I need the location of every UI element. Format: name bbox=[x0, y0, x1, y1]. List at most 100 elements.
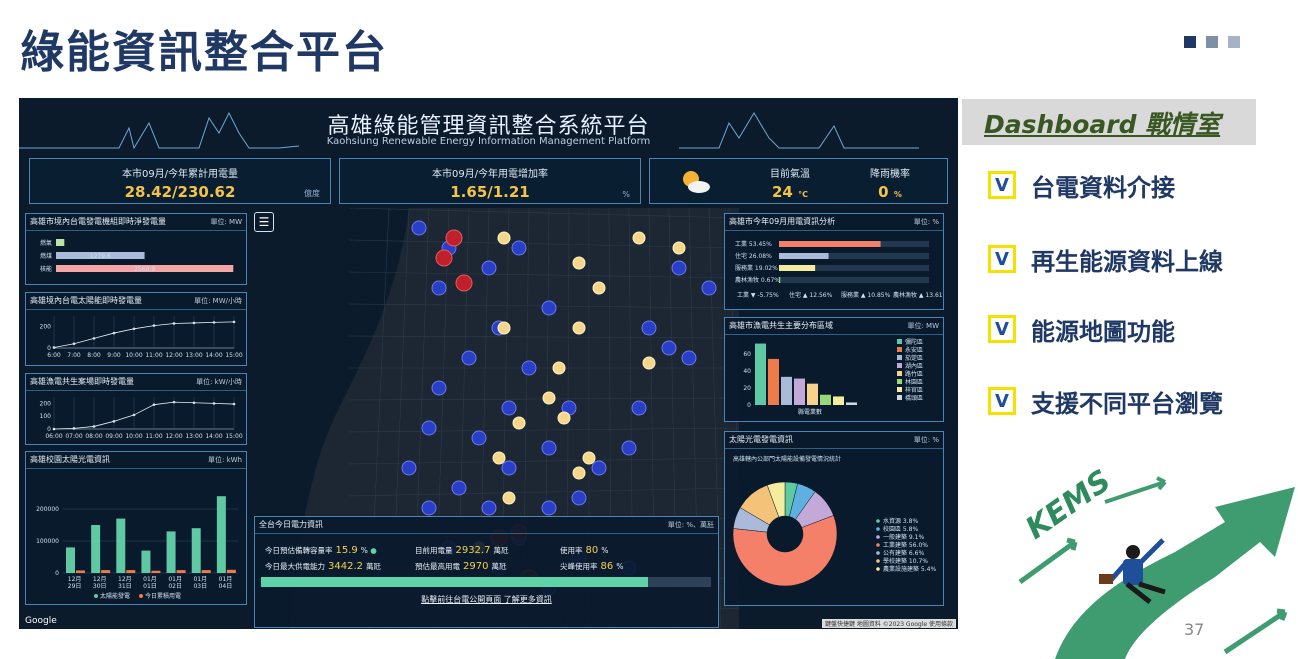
x-tick: 01月 bbox=[193, 576, 207, 583]
temperature-unit: °C bbox=[798, 190, 808, 199]
peak-rate: 尖峰使用率 86% bbox=[560, 561, 624, 572]
map-pin-solar bbox=[632, 231, 646, 245]
x-tick: 14:00 bbox=[205, 352, 222, 359]
pie-subtitle: 高雄轄內公部門太陽能設備發電情況統計 bbox=[733, 455, 841, 463]
footer-stat: 工業 ▼ -5.75% bbox=[737, 291, 779, 299]
campus-bar bbox=[66, 547, 75, 573]
dot-3 bbox=[1228, 36, 1240, 48]
campus-bar bbox=[141, 550, 151, 573]
x-tick: 08:00 bbox=[85, 433, 102, 440]
dist-bar bbox=[846, 402, 857, 405]
legend-swatch bbox=[897, 371, 902, 376]
campus-bar bbox=[101, 570, 111, 573]
feature-label: 支援不同平台瀏覽 bbox=[1031, 389, 1223, 418]
map-marker-cluster bbox=[521, 360, 537, 376]
map-marker-cluster bbox=[701, 280, 717, 296]
x-tick: 01月 bbox=[219, 576, 233, 583]
rain-value: 0 bbox=[878, 183, 889, 201]
pie-slice bbox=[766, 481, 786, 518]
usage-analysis-chart: 工業 53.45% 住宅 26.08% 服務業 19.02% 農林漁牧 0.67% 工業… bbox=[735, 240, 949, 299]
bar-label: 核能 bbox=[40, 265, 52, 273]
x-tick: 12:00 bbox=[165, 352, 182, 359]
google-logo: Google bbox=[25, 616, 57, 626]
row-bar bbox=[779, 253, 829, 259]
row-label: 服務業 19.02% bbox=[735, 264, 778, 272]
legend-label: 湖內區 bbox=[905, 362, 923, 370]
legend-swatch bbox=[94, 594, 98, 598]
dist-bar bbox=[781, 376, 792, 405]
campus-bar bbox=[201, 570, 211, 573]
max-supply: 今日最大供電能力 3442.2 萬瓩 bbox=[265, 561, 381, 572]
x-tick: 10:00 bbox=[125, 352, 142, 359]
x-label: 縣電業數 bbox=[798, 408, 822, 416]
bar-label: 燃氣 bbox=[40, 239, 52, 247]
dot-1 bbox=[1184, 36, 1196, 48]
map-marker-cluster bbox=[401, 460, 417, 476]
row-bar bbox=[779, 277, 781, 283]
panel-unit: 單位: MW/小時 bbox=[194, 297, 242, 305]
map-pin-solar bbox=[542, 391, 556, 405]
x-tick: 07:00 bbox=[65, 433, 82, 440]
dist-bar bbox=[768, 358, 779, 405]
x-tick: 13:00 bbox=[185, 433, 202, 440]
y-tick: 0 bbox=[47, 345, 51, 352]
panel-usage-analysis: 高雄市今年09月用電資訊分析 單位: % 工業 53.45% 住宅 26.08% 服務… bbox=[724, 213, 949, 310]
rain-unit: % bbox=[893, 190, 902, 199]
gen-bar bbox=[56, 252, 145, 259]
legend-swatch bbox=[897, 395, 902, 400]
map-pin-solar bbox=[572, 256, 586, 270]
kpi-unit: 億度 bbox=[304, 189, 320, 198]
campus-bar bbox=[116, 518, 126, 573]
feature-label: 能源地圖功能 bbox=[1031, 317, 1175, 346]
map-marker-cluster bbox=[481, 260, 497, 276]
current-usage: 目前用電量 2932.7 萬瓩 bbox=[415, 545, 509, 556]
panel-fishery-instant: 高雄漁電共生案場即時發電量 單位: kW/小時 0 100 200 06:00 07:00… bbox=[25, 373, 247, 445]
panel-fishery-dist: 高雄市漁電共生主要分布區域 單位: MW 0 20 40 60 縣電業數 彌陀區 永安區 茄萣區… bbox=[724, 317, 944, 422]
map-attribution[interactable]: 鍵盤快捷鍵 地圖資料 ©2023 Google 使用條款 bbox=[821, 619, 956, 628]
map-pin-solar bbox=[672, 241, 686, 255]
taipower-link[interactable]: 點擊前往台電公開頁面 了解更多資訊 bbox=[421, 595, 552, 604]
bar-value: 2560.9 bbox=[134, 266, 155, 273]
kpi-value: 1.65/1.21 bbox=[450, 183, 530, 201]
row-track bbox=[779, 265, 929, 271]
check-icon: V bbox=[988, 387, 1016, 415]
row-bar bbox=[779, 241, 881, 247]
map-pin-solar bbox=[492, 451, 506, 465]
x-tick: 01月 bbox=[143, 576, 157, 583]
panel-unit: 單位: kW/小時 bbox=[196, 378, 242, 386]
panel-solar-info: 太陽光電發電資訊 單位: % 高雄轄內公部門太陽能設備發電情況統計 水資源 3.8%… bbox=[724, 431, 944, 606]
x-tick: 11:00 bbox=[145, 433, 162, 440]
x-tick: 14:00 bbox=[205, 433, 222, 440]
x-tick: 11:00 bbox=[145, 352, 162, 359]
map-marker-cluster bbox=[431, 380, 447, 396]
panel-solar-instant: 高雄境內台電太陽能即時發電量 單位: MW/小時 0 200 6:00 7:00 8:00… bbox=[25, 292, 247, 366]
road-line bbox=[348, 487, 740, 497]
x-tick: 30日 bbox=[93, 583, 107, 590]
x-tick: 03日 bbox=[193, 583, 207, 590]
row-track bbox=[779, 253, 929, 259]
campus-bar bbox=[76, 570, 85, 573]
map-marker-cluster bbox=[621, 440, 637, 456]
dist-bar bbox=[820, 394, 831, 405]
panel-unit: 單位: kWh bbox=[208, 456, 242, 464]
y-tick: 200 bbox=[40, 400, 52, 407]
gen-bar bbox=[56, 265, 234, 272]
row-bar bbox=[779, 265, 816, 271]
footer-stat: 農林漁牧 ▲ 13.61% bbox=[893, 291, 943, 299]
map-pin-solar bbox=[582, 451, 596, 465]
x-tick: 01月 bbox=[168, 576, 182, 583]
dist-bar bbox=[755, 343, 766, 405]
hamburger-menu-icon[interactable]: ☰ bbox=[254, 212, 274, 232]
legend-label: 一般建築 9.1% bbox=[883, 533, 924, 541]
legend-swatch bbox=[897, 363, 902, 368]
map-marker-cluster bbox=[461, 350, 477, 366]
series-line bbox=[53, 321, 235, 348]
panel-unit: 單位: MW bbox=[907, 322, 939, 330]
campus-bar bbox=[126, 570, 136, 573]
map-pin-solar bbox=[557, 411, 571, 425]
kpi-unit: % bbox=[622, 190, 630, 199]
y-tick: 0 bbox=[747, 402, 751, 409]
road-line bbox=[348, 207, 740, 219]
feature-item: V 台電資料介接 bbox=[988, 167, 1175, 203]
